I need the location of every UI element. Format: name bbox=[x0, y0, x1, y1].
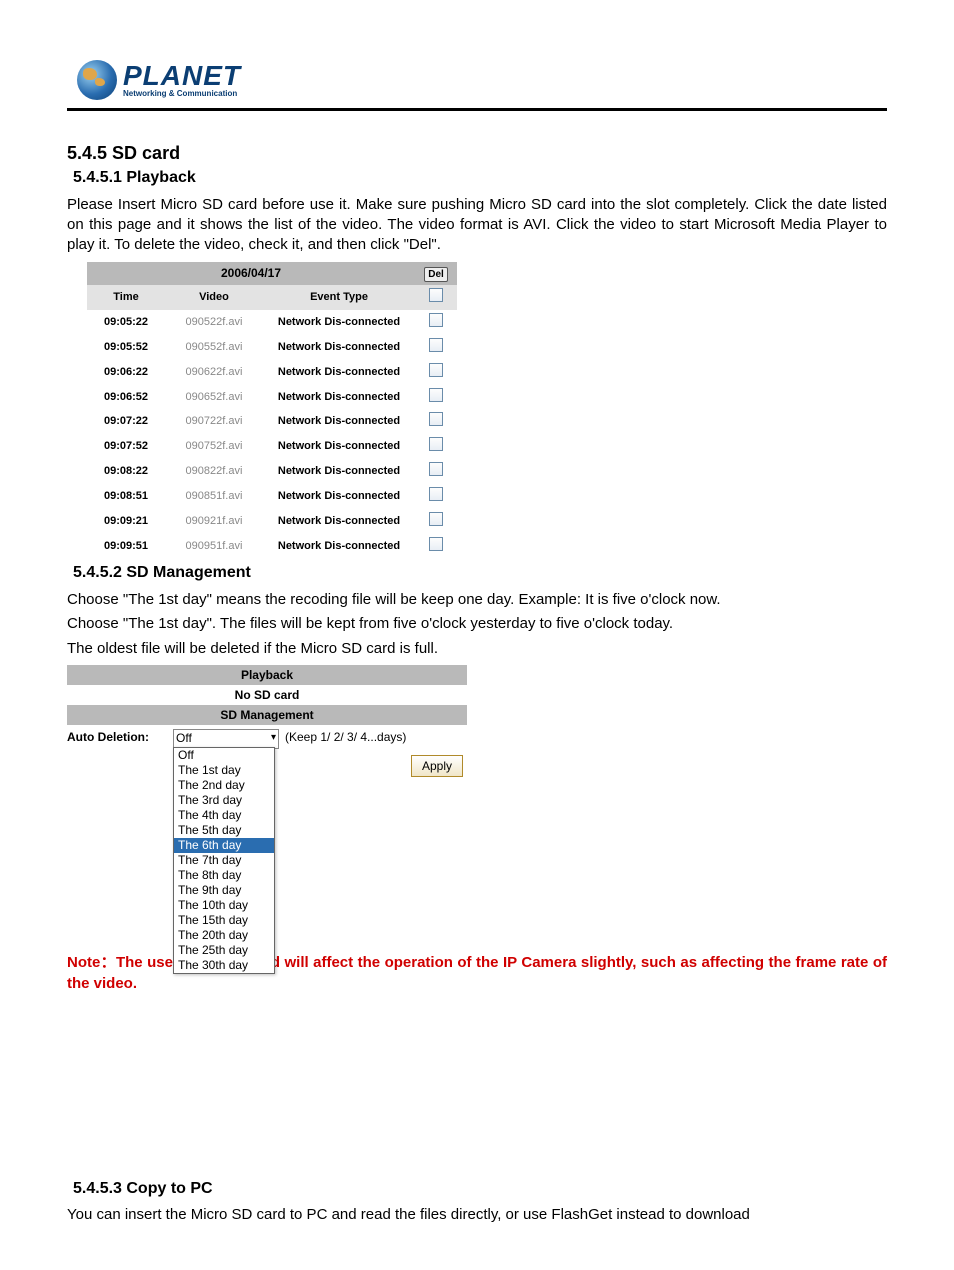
row-checkbox[interactable] bbox=[429, 537, 443, 551]
cell-video[interactable]: 090822f.avi bbox=[165, 459, 263, 484]
table-row: 09:09:51090951f.aviNetwork Dis-connected bbox=[87, 534, 457, 559]
cell-event: Network Dis-connected bbox=[263, 360, 415, 385]
cell-time: 09:09:51 bbox=[87, 534, 165, 559]
sd-paragraph-1: Choose "The 1st day" means the recoding … bbox=[67, 590, 887, 610]
logo-main: PLANET bbox=[123, 62, 241, 90]
dropdown-option[interactable]: The 3rd day bbox=[174, 793, 274, 808]
cell-event: Network Dis-connected bbox=[263, 310, 415, 335]
logo-sub: Networking & Communication bbox=[123, 90, 241, 98]
sd-bar-playback: Playback bbox=[67, 665, 467, 685]
dropdown-option[interactable]: The 10th day bbox=[174, 898, 274, 913]
table-row: 09:05:52090552f.aviNetwork Dis-connected bbox=[87, 335, 457, 360]
auto-deletion-label: Auto Deletion: bbox=[67, 729, 167, 745]
brand-logo: PLANET Networking & Communication bbox=[67, 60, 887, 100]
sd-bar-management: SD Management bbox=[67, 705, 467, 725]
table-row: 09:06:22090622f.aviNetwork Dis-connected bbox=[87, 360, 457, 385]
cell-event: Network Dis-connected bbox=[263, 335, 415, 360]
table-row: 09:07:52090752f.aviNetwork Dis-connected bbox=[87, 434, 457, 459]
delete-button[interactable]: Del bbox=[424, 267, 448, 283]
dropdown-option[interactable]: The 20th day bbox=[174, 928, 274, 943]
row-checkbox[interactable] bbox=[429, 412, 443, 426]
dropdown-option[interactable]: The 5th day bbox=[174, 823, 274, 838]
cell-time: 09:06:22 bbox=[87, 360, 165, 385]
cell-time: 09:05:22 bbox=[87, 310, 165, 335]
heading-5451: 5.4.5.1 Playback bbox=[73, 167, 887, 189]
cell-video[interactable]: 090652f.avi bbox=[165, 385, 263, 410]
globe-icon bbox=[77, 60, 117, 100]
dropdown-option[interactable]: The 6th day bbox=[174, 838, 274, 853]
auto-deletion-dropdown[interactable]: OffThe 1st dayThe 2nd dayThe 3rd dayThe … bbox=[173, 747, 275, 974]
row-checkbox[interactable] bbox=[429, 388, 443, 402]
table-row: 09:07:22090722f.aviNetwork Dis-connected bbox=[87, 409, 457, 434]
row-checkbox[interactable] bbox=[429, 338, 443, 352]
table-row: 09:06:52090652f.aviNetwork Dis-connected bbox=[87, 385, 457, 410]
cell-time: 09:07:22 bbox=[87, 409, 165, 434]
dropdown-option[interactable]: The 9th day bbox=[174, 883, 274, 898]
cell-event: Network Dis-connected bbox=[263, 459, 415, 484]
cell-time: 09:05:52 bbox=[87, 335, 165, 360]
keep-days-hint: (Keep 1/ 2/ 3/ 4...days) bbox=[285, 729, 406, 745]
sd-no-card: No SD card bbox=[67, 685, 467, 705]
dropdown-option[interactable]: Off bbox=[174, 748, 274, 763]
col-video: Video bbox=[165, 285, 263, 310]
playback-table: 2006/04/17 Del Time Video Event Type 09:… bbox=[87, 262, 457, 559]
cell-event: Network Dis-connected bbox=[263, 409, 415, 434]
sd-management-panel: Playback No SD card SD Management Auto D… bbox=[67, 665, 467, 948]
col-time: Time bbox=[87, 285, 165, 310]
cell-event: Network Dis-connected bbox=[263, 434, 415, 459]
sd-paragraph-2: Choose "The 1st day". The files will be … bbox=[67, 614, 887, 634]
cell-video[interactable]: 090552f.avi bbox=[165, 335, 263, 360]
row-checkbox[interactable] bbox=[429, 313, 443, 327]
cell-event: Network Dis-connected bbox=[263, 484, 415, 509]
col-event: Event Type bbox=[263, 285, 415, 310]
heading-5453: 5.4.5.3 Copy to PC bbox=[73, 1178, 887, 1200]
header-rule bbox=[67, 108, 887, 111]
cell-video[interactable]: 090722f.avi bbox=[165, 409, 263, 434]
cell-event: Network Dis-connected bbox=[263, 385, 415, 410]
table-row: 09:05:22090522f.aviNetwork Dis-connected bbox=[87, 310, 457, 335]
apply-button[interactable]: Apply bbox=[411, 755, 463, 777]
playback-date: 2006/04/17 bbox=[87, 262, 415, 286]
cell-time: 09:07:52 bbox=[87, 434, 165, 459]
cell-video[interactable]: 090921f.avi bbox=[165, 509, 263, 534]
dropdown-option[interactable]: The 2nd day bbox=[174, 778, 274, 793]
copy-paragraph: You can insert the Micro SD card to PC a… bbox=[67, 1205, 887, 1225]
cell-time: 09:06:52 bbox=[87, 385, 165, 410]
dropdown-option[interactable]: The 25th day bbox=[174, 943, 274, 958]
cell-video[interactable]: 090522f.avi bbox=[165, 310, 263, 335]
sd-paragraph-3: The oldest file will be deleted if the M… bbox=[67, 639, 887, 659]
heading-545: 5.4.5 SD card bbox=[67, 141, 887, 165]
cell-video[interactable]: 090851f.avi bbox=[165, 484, 263, 509]
row-checkbox[interactable] bbox=[429, 363, 443, 377]
select-all-checkbox[interactable] bbox=[429, 288, 443, 302]
table-row: 09:08:22090822f.aviNetwork Dis-connected bbox=[87, 459, 457, 484]
dropdown-option[interactable]: The 15th day bbox=[174, 913, 274, 928]
row-checkbox[interactable] bbox=[429, 437, 443, 451]
cell-video[interactable]: 090622f.avi bbox=[165, 360, 263, 385]
row-checkbox[interactable] bbox=[429, 512, 443, 526]
cell-time: 09:09:21 bbox=[87, 509, 165, 534]
table-row: 09:08:51090851f.aviNetwork Dis-connected bbox=[87, 484, 457, 509]
row-checkbox[interactable] bbox=[429, 487, 443, 501]
cell-time: 09:08:51 bbox=[87, 484, 165, 509]
cell-time: 09:08:22 bbox=[87, 459, 165, 484]
cell-event: Network Dis-connected bbox=[263, 509, 415, 534]
dropdown-option[interactable]: The 4th day bbox=[174, 808, 274, 823]
row-checkbox[interactable] bbox=[429, 462, 443, 476]
table-row: 09:09:21090921f.aviNetwork Dis-connected bbox=[87, 509, 457, 534]
dropdown-option[interactable]: The 30th day bbox=[174, 958, 274, 973]
cell-video[interactable]: 090752f.avi bbox=[165, 434, 263, 459]
dropdown-option[interactable]: The 7th day bbox=[174, 853, 274, 868]
cell-video[interactable]: 090951f.avi bbox=[165, 534, 263, 559]
dropdown-option[interactable]: The 8th day bbox=[174, 868, 274, 883]
heading-5452: 5.4.5.2 SD Management bbox=[73, 562, 887, 584]
auto-deletion-select[interactable]: Off bbox=[173, 729, 279, 749]
playback-paragraph: Please Insert Micro SD card before use i… bbox=[67, 195, 887, 256]
dropdown-option[interactable]: The 1st day bbox=[174, 763, 274, 778]
cell-event: Network Dis-connected bbox=[263, 534, 415, 559]
